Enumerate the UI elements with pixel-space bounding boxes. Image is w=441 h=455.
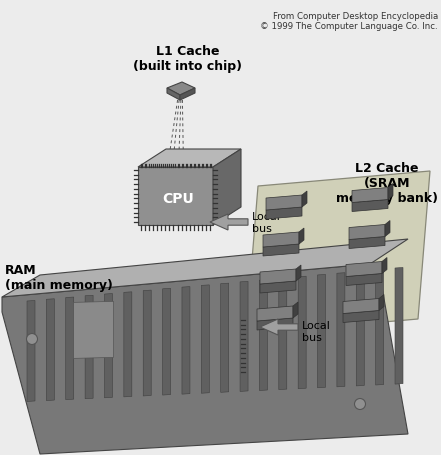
Text: L1 Cache
(built into chip): L1 Cache (built into chip): [134, 45, 243, 73]
Polygon shape: [266, 196, 302, 211]
Polygon shape: [85, 296, 93, 399]
Polygon shape: [257, 306, 293, 321]
Polygon shape: [2, 239, 408, 298]
Polygon shape: [346, 274, 382, 286]
Polygon shape: [346, 262, 382, 277]
Polygon shape: [46, 299, 54, 401]
Text: RAM
(main memory): RAM (main memory): [5, 263, 113, 291]
Circle shape: [355, 399, 366, 410]
Polygon shape: [382, 258, 387, 274]
Polygon shape: [343, 299, 379, 314]
Polygon shape: [266, 207, 302, 219]
Polygon shape: [376, 270, 384, 385]
Polygon shape: [385, 221, 390, 237]
Polygon shape: [138, 150, 241, 167]
Polygon shape: [263, 244, 299, 257]
Polygon shape: [210, 214, 248, 231]
Polygon shape: [349, 237, 385, 249]
Polygon shape: [124, 292, 132, 397]
Polygon shape: [395, 268, 403, 384]
Polygon shape: [302, 192, 307, 207]
Polygon shape: [260, 269, 296, 284]
Text: L2 Cache
(SRAM
memory bank): L2 Cache (SRAM memory bank): [336, 162, 438, 205]
Polygon shape: [143, 290, 151, 396]
Text: Local
bus: Local bus: [302, 320, 331, 342]
Polygon shape: [220, 283, 229, 393]
Polygon shape: [298, 277, 306, 389]
Circle shape: [26, 334, 37, 345]
Polygon shape: [167, 89, 180, 101]
Polygon shape: [66, 298, 74, 400]
Polygon shape: [388, 184, 393, 200]
Polygon shape: [2, 264, 408, 454]
Polygon shape: [257, 318, 293, 330]
Polygon shape: [299, 228, 304, 244]
Text: CPU: CPU: [163, 192, 194, 206]
Polygon shape: [27, 301, 35, 402]
Polygon shape: [352, 188, 388, 203]
Text: From Computer Desktop Encyclopedia: From Computer Desktop Encyclopedia: [273, 12, 438, 21]
Polygon shape: [240, 282, 248, 392]
Polygon shape: [279, 278, 287, 390]
Polygon shape: [182, 287, 190, 394]
Polygon shape: [352, 200, 388, 212]
Polygon shape: [337, 273, 345, 387]
Polygon shape: [246, 172, 430, 334]
Polygon shape: [263, 233, 299, 248]
Polygon shape: [163, 289, 171, 395]
Polygon shape: [201, 285, 209, 394]
Polygon shape: [259, 280, 267, 391]
Polygon shape: [293, 302, 298, 318]
Polygon shape: [260, 319, 298, 335]
Polygon shape: [213, 150, 241, 226]
Polygon shape: [180, 89, 195, 101]
Polygon shape: [74, 302, 113, 359]
Polygon shape: [343, 311, 379, 323]
Polygon shape: [349, 225, 385, 240]
Polygon shape: [260, 281, 296, 293]
Polygon shape: [318, 275, 325, 388]
Polygon shape: [138, 167, 213, 226]
Polygon shape: [356, 271, 364, 386]
Text: © 1999 The Computer Language Co. Inc.: © 1999 The Computer Language Co. Inc.: [260, 22, 438, 31]
Polygon shape: [296, 265, 301, 281]
Polygon shape: [167, 83, 195, 96]
Polygon shape: [105, 294, 112, 398]
Polygon shape: [379, 295, 384, 311]
Text: Local
bus: Local bus: [252, 212, 281, 233]
